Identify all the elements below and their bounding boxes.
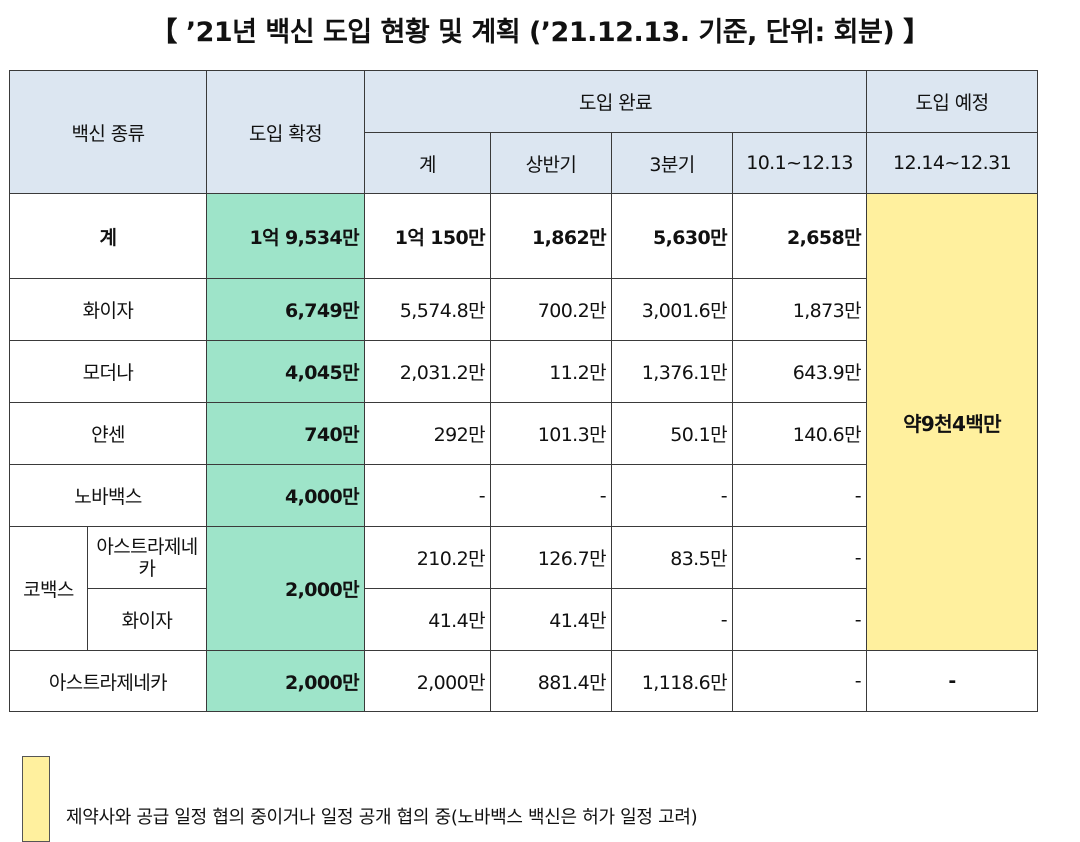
cell-confirmed: 4,000만 (206, 464, 365, 527)
cell-q4: - (731, 526, 868, 589)
row-name: 얀센 (9, 402, 207, 465)
cell-confirmed: 2,000만 (206, 526, 365, 651)
cell-h1: 700.2만 (490, 278, 612, 341)
row-group-covax: 코백스 (9, 526, 88, 651)
cell-confirmed: 1억 9,534만 (206, 193, 365, 279)
header-confirmed: 도입 확정 (206, 70, 365, 194)
table-row: 화이자 6,749만 5,574.8만 700.2만 3,001.6만 1,87… (9, 278, 1038, 341)
cell-q3: 5,630만 (611, 193, 733, 279)
cell-confirmed: 4,045만 (206, 340, 365, 403)
vaccine-table: 백신 종류 도입 확정 도입 완료 도입 예정 계 상반기 3분기 10.1~1… (9, 70, 1039, 712)
cell-confirmed: 2,000만 (206, 650, 365, 712)
header-completed: 도입 완료 (363, 70, 868, 133)
header-vaccine-type: 백신 종류 (9, 70, 207, 194)
row-name: 노바백스 (9, 464, 207, 527)
cell-confirmed: 6,749만 (206, 278, 365, 341)
cell-q4: 1,873만 (731, 278, 868, 341)
cell-total: 1억 150만 (364, 193, 491, 279)
cell-h1: 1,862만 (490, 193, 612, 279)
cell-q4: 643.9만 (731, 340, 868, 403)
header-planned: 도입 예정 (866, 70, 1039, 133)
table-row: 모더나 4,045만 2,031.2만 11.2만 1,376.1만 643.9… (9, 340, 1038, 403)
cell-q4: - (731, 464, 868, 527)
cell-q4: - (731, 588, 868, 651)
cell-h1: 881.4만 (490, 650, 612, 712)
row-name: 아스트라제네카 (87, 526, 207, 589)
cell-h1: 101.3만 (490, 402, 612, 465)
table-row: 코백스 아스트라제네카 2,000만 210.2만 126.7만 83.5만 - (9, 526, 1038, 651)
table-row: 노바백스 4,000만 - - - - (9, 464, 1038, 527)
legend-swatch (22, 756, 50, 842)
cell-q3: - (611, 464, 733, 527)
cell-q3: 1,376.1만 (611, 340, 733, 403)
row-name: 화이자 (87, 588, 207, 651)
header-sub-q3: 3분기 (611, 132, 733, 194)
header-sub-h1: 상반기 (490, 132, 612, 194)
cell-planned-merged: 약9천4백만 (866, 193, 1039, 651)
cell-total: 2,031.2만 (364, 340, 491, 403)
cell-planned: - (866, 650, 1039, 712)
cell-total: 2,000만 (364, 650, 491, 712)
legend-text: 제약사와 공급 일정 협의 중이거나 일정 공개 협의 중(노바백스 백신은 허… (66, 807, 698, 828)
cell-h1: 41.4만 (490, 588, 612, 651)
row-name: 화이자 (9, 278, 207, 341)
cell-total: 292만 (364, 402, 491, 465)
cell-confirmed: 740만 (206, 402, 365, 465)
cell-q3: 3,001.6만 (611, 278, 733, 341)
row-name: 아스트라제네카 (9, 650, 207, 712)
header-sub-planned: 12.14~12.31 (866, 132, 1039, 194)
cell-q3: 50.1만 (611, 402, 733, 465)
page-title: 【 ’21년 백신 도입 현황 및 계획 (’21.12.13. 기준, 단위:… (150, 17, 930, 48)
header-sub-q4: 10.1~12.13 (731, 132, 868, 194)
cell-q3: - (611, 588, 733, 651)
cell-q4: 140.6만 (731, 402, 868, 465)
table-row: 얀센 740만 292만 101.3만 50.1만 140.6만 (9, 402, 1038, 465)
cell-h1: 11.2만 (490, 340, 612, 403)
table-row-total: 계 1억 9,534만 1억 150만 1,862만 5,630만 2,658만… (9, 193, 1039, 651)
cell-total: 210.2만 (364, 526, 491, 589)
cell-h1: 126.7만 (490, 526, 612, 589)
header-sub-total: 계 (364, 132, 491, 194)
cell-total: 41.4만 (364, 588, 491, 651)
cell-q3: 83.5만 (611, 526, 733, 589)
cell-q4: 2,658만 (731, 193, 868, 279)
row-name: 모더나 (9, 340, 207, 403)
cell-total: - (364, 464, 491, 527)
table-row: 아스트라제네카 2,000만 2,000만 881.4만 1,118.6만 - … (9, 650, 1039, 712)
cell-total: 5,574.8만 (364, 278, 491, 341)
row-name: 계 (9, 193, 207, 279)
cell-q4: - (731, 650, 868, 712)
cell-q3: 1,118.6만 (611, 650, 733, 712)
cell-h1: - (490, 464, 612, 527)
